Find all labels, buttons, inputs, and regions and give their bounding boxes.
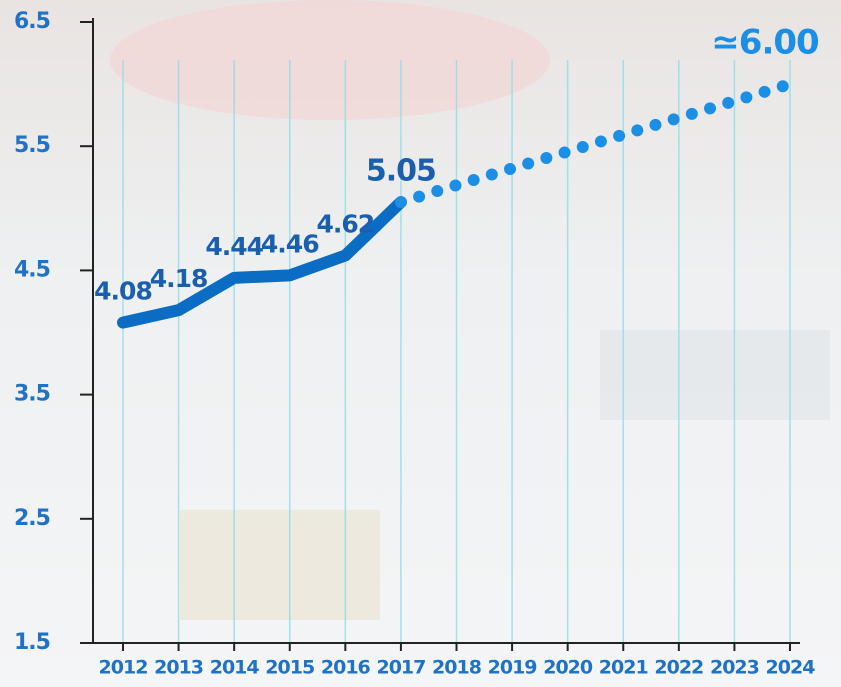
- background-shape: [110, 0, 550, 120]
- y-tick-label: 4.5: [14, 257, 50, 282]
- x-tick-label: 2016: [321, 657, 371, 679]
- x-tick-label: 2022: [654, 657, 703, 679]
- data-label: 4.08: [94, 277, 152, 306]
- data-label: 4.44: [205, 232, 263, 261]
- x-tick-label: 2024: [766, 657, 816, 679]
- series-line: [394, 78, 796, 209]
- x-tick-label: 2021: [599, 657, 648, 679]
- x-tick-label: 2018: [432, 657, 482, 679]
- x-tick-label: 2015: [265, 657, 314, 679]
- x-tick-label: 2014: [210, 657, 260, 679]
- data-label: 4.46: [261, 229, 319, 258]
- x-tick-label: 2012: [99, 657, 148, 679]
- x-tick-label: 2017: [376, 657, 425, 679]
- data-label: ≃6.00: [711, 23, 819, 63]
- x-tick-label: 2019: [488, 657, 537, 679]
- y-tick-label: 5.5: [14, 133, 50, 158]
- x-tick-label: 2020: [543, 657, 593, 679]
- y-tick-label: 3.5: [14, 382, 50, 407]
- y-tick-label: 1.5: [14, 630, 50, 655]
- data-label: 4.62: [316, 209, 374, 238]
- y-tick-label: 6.5: [14, 9, 50, 34]
- x-tick-label: 2013: [154, 657, 203, 679]
- background-shape: [600, 330, 830, 420]
- x-tick-label: 2023: [710, 657, 759, 679]
- y-tick-label: 2.5: [14, 506, 50, 531]
- series-line: [117, 196, 407, 329]
- data-label: 4.18: [150, 264, 208, 293]
- background-shape: [180, 510, 380, 620]
- data-label: 5.05: [366, 154, 436, 189]
